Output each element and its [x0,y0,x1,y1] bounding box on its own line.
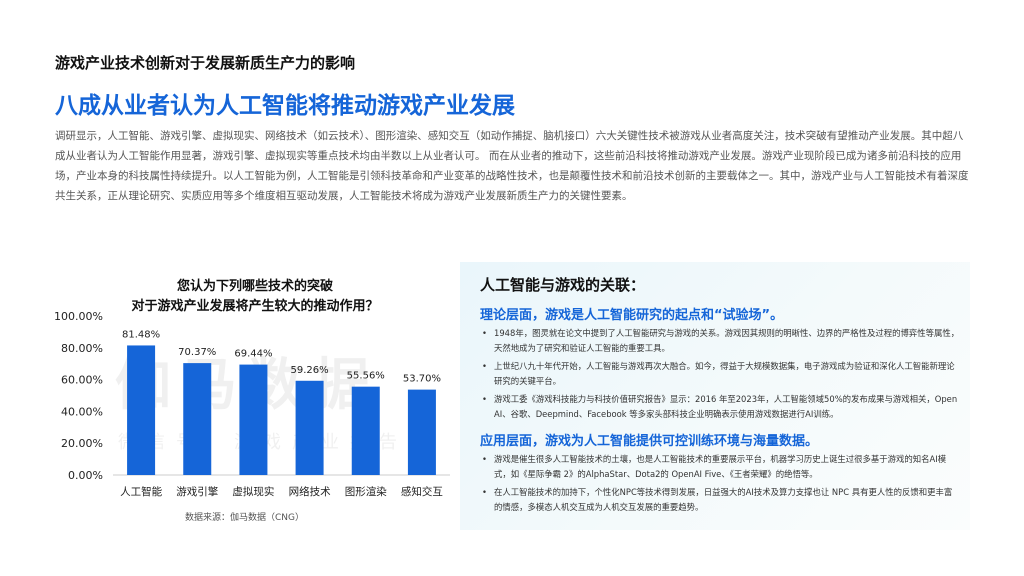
ai-games-panel: 人工智能与游戏的关联： 理论层面，游戏是人工智能研究的起点和“试验场”。 194… [460,262,970,530]
y-tick-label: 60.00% [61,374,103,387]
y-tick-label: 40.00% [61,405,103,418]
chart-title-line2: 对于游戏产业发展将产生较大的推动作用？ [131,299,379,314]
x-tick-label: 人工智能 [120,485,162,498]
bar-value-label: 59.26% [291,365,329,376]
theory-bullet: 游戏工委《游戏科技能力与科技价值研究报告》显示：2016 年至2023年，人工智… [480,392,960,422]
chart-title-line1: 您认为下列哪些技术的突破 [176,279,333,294]
application-bullet: 游戏是催生很多人工智能技术的土壤，也是人工智能技术的重要展示平台，机器学习历史上… [480,452,960,482]
theory-bullet: 上世纪八九十年代开始，人工智能与游戏再次大融合。如今，得益于大规模数据集，电子游… [480,359,960,389]
bar [183,363,212,475]
bar-value-label: 55.56% [347,371,385,382]
bar-value-label: 70.37% [178,347,216,358]
application-bullets: 游戏是催生很多人工智能技术的土壤，也是人工智能技术的重要展示平台，机器学习历史上… [480,452,960,518]
y-tick-label: 100.00% [55,310,103,323]
bar-value-label: 53.70% [403,374,441,385]
page-headline: 八成从业者认为人工智能将推动游戏产业发展 [55,93,515,119]
theory-heading: 理论层面，游戏是人工智能研究的起点和“试验场”。 [480,308,784,323]
x-tick-label: 图形渲染 [345,485,387,498]
bar [127,345,156,475]
bar-chart: 0.00% 20.00% 40.00% 60.00% 80.00% 100.00% 81.4… [55,310,450,498]
x-tick-label: 感知交互 [401,485,443,498]
y-tick-label: 20.00% [61,437,103,450]
panel-title: 人工智能与游戏的关联： [480,276,646,294]
application-heading: 应用层面，游戏为人工智能提供可控训练环境与海量数据。 [480,434,819,449]
theory-bullet: 1948年，图灵就在论文中提到了人工智能研究与游戏的关系。游戏因其规则的明晰性、… [480,326,960,356]
bar-value-label: 69.44% [234,349,272,360]
page-subtitle: 游戏产业技术创新对于发展新质生产力的影响 [55,54,356,72]
bar [407,389,436,475]
bar [239,364,268,475]
x-tick-label: 虚拟现实 [232,485,274,498]
bar [295,380,324,475]
x-tick-label: 游戏引擎 [176,485,218,498]
data-source: 数据来源：伽马数据（CNG） [185,513,304,523]
bar [351,386,380,475]
bar-value-label: 81.48% [122,329,160,340]
y-tick-label: 0.00% [68,469,103,482]
theory-bullets: 1948年，图灵就在论文中提到了人工智能研究与游戏的关系。游戏因其规则的明晰性、… [480,326,960,425]
intro-paragraph: 调研显示，人工智能、游戏引擎、虚拟现实、网络技术（如云技术）、图形渲染、感知交互… [55,130,969,202]
application-bullet: 在人工智能技术的加持下，个性化NPC等技术得到发展，日益强大的AI技术及算力支撑… [480,485,960,515]
y-tick-label: 80.00% [61,342,103,355]
chart-title: 您认为下列哪些技术的突破 对于游戏产业发展将产生较大的推动作用？ [100,277,410,317]
x-tick-label: 网络技术 [289,485,331,498]
